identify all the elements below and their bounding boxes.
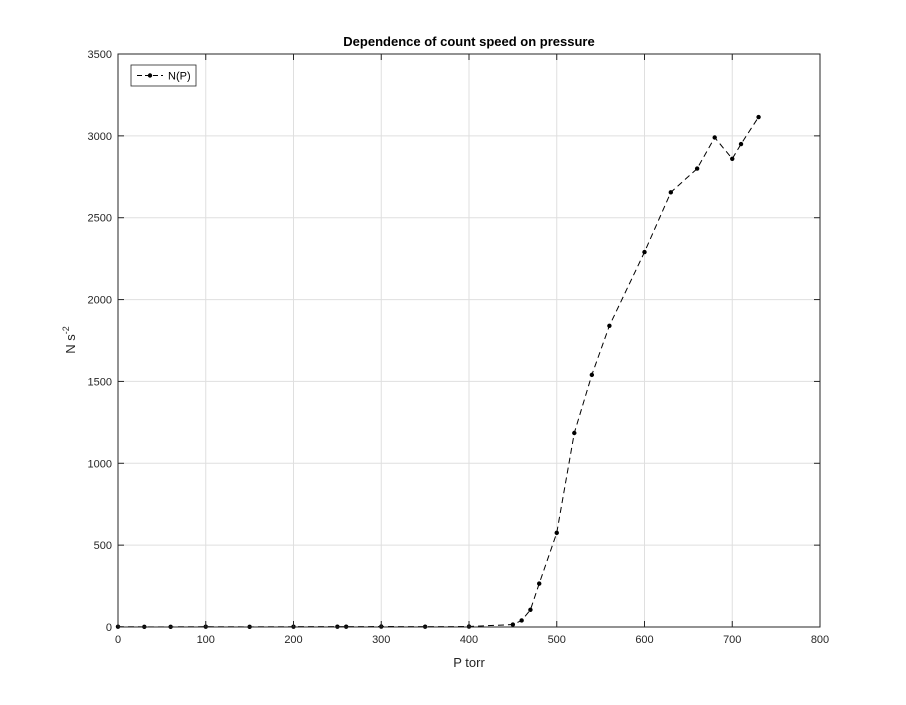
y-tick-label: 1500 bbox=[88, 376, 112, 388]
data-point bbox=[642, 249, 647, 255]
y-axis-label-exponent: -2 bbox=[61, 326, 71, 334]
data-point bbox=[668, 190, 674, 195]
series-layer bbox=[115, 114, 761, 630]
y-tick-label: 0 bbox=[106, 622, 112, 634]
data-point bbox=[572, 430, 577, 436]
x-tick-label: 500 bbox=[548, 634, 566, 646]
chart-title: Dependence of count speed on pressure bbox=[343, 34, 594, 49]
y-tick-label: 3000 bbox=[88, 131, 112, 143]
x-tick-label: 600 bbox=[635, 634, 653, 646]
data-point bbox=[519, 618, 524, 623]
series-line bbox=[117, 116, 759, 628]
legend-entry-label: N(P) bbox=[168, 71, 191, 83]
x-axis-label: P torr bbox=[453, 655, 485, 670]
data-point bbox=[537, 581, 542, 586]
x-tick-label: 700 bbox=[723, 634, 741, 646]
data-point bbox=[510, 622, 516, 627]
data-point bbox=[756, 114, 761, 120]
x-tick-label: 300 bbox=[372, 634, 390, 646]
legend-marker bbox=[147, 73, 153, 78]
y-tick-label: 500 bbox=[94, 540, 112, 552]
legend: N(P) bbox=[130, 64, 197, 87]
y-tick-label: 3500 bbox=[88, 49, 112, 61]
axis-ticks: 0 100 200 300 400 500 600 700 800 0 500 1000 1500 200… bbox=[88, 49, 830, 646]
data-point bbox=[694, 166, 700, 171]
y-tick-label: 2000 bbox=[88, 295, 112, 307]
data-point bbox=[607, 323, 612, 328]
x-tick-label: 400 bbox=[460, 634, 478, 646]
data-point bbox=[589, 372, 595, 378]
legend-box bbox=[130, 64, 197, 87]
x-tick-label: 0 bbox=[115, 634, 121, 646]
data-point bbox=[712, 135, 717, 140]
y-tick-label: 1000 bbox=[88, 458, 112, 470]
y-axis-label: N s-2 bbox=[61, 326, 78, 354]
data-point bbox=[738, 141, 744, 147]
data-point bbox=[730, 156, 735, 161]
data-point bbox=[554, 530, 559, 536]
data-point bbox=[528, 607, 533, 613]
y-axis-label-base: N s bbox=[63, 334, 78, 354]
x-tick-label: 200 bbox=[284, 634, 302, 646]
x-tick-label: 100 bbox=[197, 634, 215, 646]
y-tick-label: 2500 bbox=[88, 213, 112, 225]
x-tick-label: 800 bbox=[811, 634, 829, 646]
